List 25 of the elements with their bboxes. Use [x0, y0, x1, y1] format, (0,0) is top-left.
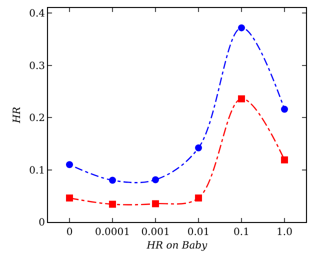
- x-tick-label: 0.0001: [95, 227, 130, 238]
- x-tick-label: 1.0: [276, 227, 292, 238]
- point: [152, 176, 159, 184]
- x-tick-label: 0.01: [187, 227, 210, 238]
- point: [109, 176, 116, 184]
- x-axis-title: HR on Baby: [146, 240, 208, 252]
- y-tick-label: 0: [38, 218, 45, 228]
- point: [66, 194, 73, 202]
- point: [195, 194, 202, 202]
- point: [238, 95, 245, 102]
- y-tick-label: 0.4: [29, 8, 45, 20]
- y-axis-title: HR: [12, 106, 24, 124]
- point: [281, 106, 288, 113]
- point: [281, 156, 288, 164]
- point: [152, 200, 159, 208]
- y-tick-label: 0.3: [29, 60, 45, 72]
- x-tick-label: 0: [66, 227, 73, 238]
- point: [109, 200, 116, 208]
- x-tick-label: 0.1: [234, 227, 250, 238]
- point: [238, 24, 245, 32]
- point: [66, 161, 73, 168]
- point: [195, 144, 202, 152]
- y-tick-label: 0.1: [29, 165, 45, 176]
- x-tick-label: 0.001: [141, 227, 170, 238]
- y-tick-label: 0.2: [29, 113, 45, 124]
